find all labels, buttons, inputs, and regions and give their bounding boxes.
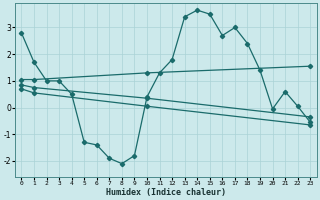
X-axis label: Humidex (Indice chaleur): Humidex (Indice chaleur)	[106, 188, 226, 197]
